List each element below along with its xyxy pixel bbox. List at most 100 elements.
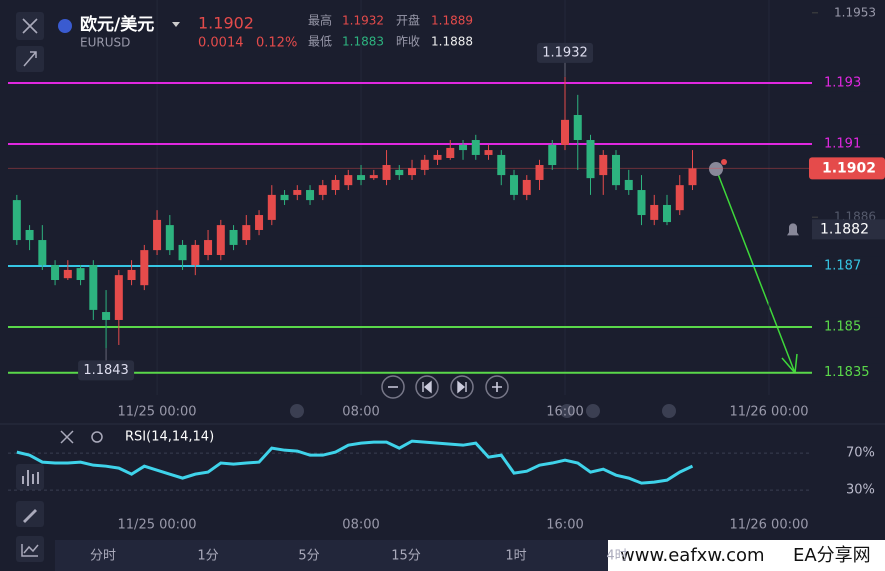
alert-box [812, 219, 885, 240]
draw-icon [23, 509, 37, 523]
candle-body [191, 244, 200, 266]
candle-body [306, 190, 315, 201]
y-tick-label: 30% [846, 483, 875, 498]
stat-label: 开盘 [396, 13, 420, 28]
marker-dot[interactable] [662, 404, 676, 418]
candle-body [127, 269, 136, 281]
indicator-name: RSI(14,14,14) [125, 430, 214, 445]
candle-body [63, 269, 72, 279]
candle-body [650, 204, 659, 220]
instrument-symbol: EURUSD [80, 36, 130, 50]
candle-body [178, 244, 187, 261]
candle-body [484, 150, 493, 155]
candle-body [510, 175, 519, 195]
alert-bell[interactable] [787, 223, 799, 236]
candle-body [280, 194, 289, 201]
rsi-settings-icon[interactable] [91, 431, 103, 443]
candle-body [624, 179, 633, 191]
candle-body [204, 240, 213, 255]
level-label-box [815, 134, 883, 153]
x-tick-label: 08:00 [342, 518, 379, 533]
candle-body [586, 140, 595, 179]
period-tab[interactable]: 4时 [606, 549, 627, 564]
candle-body [140, 250, 149, 286]
instrument-name[interactable]: 欧元/美元 [80, 14, 154, 35]
indicator-button[interactable] [16, 464, 44, 490]
forecast-arrow [717, 173, 798, 374]
annotation-label: 1.1843 [83, 363, 129, 378]
stat-label: 最低 [308, 35, 332, 49]
marker-dot[interactable] [560, 404, 574, 418]
x-tick-label: 11/25 00:00 [118, 518, 197, 533]
stat-label: 昨收 [396, 35, 420, 49]
period-tab[interactable]: 15分 [391, 549, 421, 564]
dropdown-icon[interactable] [172, 22, 180, 27]
stat-label: 最高 [308, 13, 332, 28]
candle-body [369, 175, 378, 179]
period-tab[interactable]: 1分 [197, 549, 218, 564]
zoom-controls [381, 375, 509, 399]
candle-body [12, 200, 21, 241]
close-icon [22, 18, 38, 34]
x-tick-label: 11/25 00:00 [118, 405, 197, 420]
level-label: 1.185 [824, 319, 861, 334]
candle-body [267, 194, 276, 220]
candle-body [76, 268, 85, 281]
rsi-close-icon[interactable] [60, 430, 74, 444]
candle-body [675, 185, 684, 211]
period-tab[interactable]: 1时 [505, 549, 526, 564]
candle-body [255, 215, 264, 230]
current-price: 1.1902 [198, 14, 254, 33]
watermark-box [608, 540, 885, 571]
stat-value: 1.1932 [342, 14, 384, 28]
candle-body [471, 140, 480, 155]
candle-body [446, 147, 455, 158]
period-toolbar [55, 540, 608, 571]
candle-body [573, 114, 582, 141]
level-label: 1.187 [824, 258, 861, 273]
candle-body [420, 159, 429, 170]
level-label-box [815, 256, 883, 275]
level-label: 1.1835 [824, 365, 870, 380]
candle-body [102, 312, 111, 320]
candle-body [216, 225, 225, 255]
y-tick-label: 70% [846, 446, 875, 461]
candle-body [357, 175, 366, 180]
period-tab[interactable]: 5分 [298, 549, 319, 564]
candle-body [382, 165, 391, 180]
price-change-pct: 0.12% [256, 36, 297, 51]
flag-icon [58, 19, 72, 33]
info-dot [721, 159, 727, 165]
stat-value: 1.1888 [431, 35, 473, 49]
stat-value: 1.1889 [431, 14, 473, 28]
candle-body [663, 204, 672, 223]
candle-body [25, 229, 34, 241]
x-tick-label: 11/26 00:00 [729, 518, 808, 533]
candle-body [89, 265, 98, 310]
candle-body [522, 179, 531, 195]
candle-body [229, 229, 238, 245]
candle-body [51, 265, 60, 281]
annotation-label: 1.1932 [542, 45, 588, 60]
watermark-url: www.eafxw.com [620, 545, 765, 566]
level-label: 1.191 [824, 136, 861, 151]
level-label-box [815, 317, 883, 336]
candle-body [114, 275, 123, 320]
candle-body [165, 225, 174, 251]
x-tick-label: 16:00 [546, 518, 583, 533]
marker-dot[interactable] [586, 404, 600, 418]
zoom-icons [388, 382, 502, 392]
period-tab[interactable]: 分时 [90, 549, 116, 564]
candle-body [459, 144, 468, 151]
candle-body [395, 169, 404, 176]
marker-dot[interactable] [290, 404, 304, 418]
last-price-label: 1.1902 [822, 160, 876, 176]
candle-body [561, 119, 570, 145]
candle-body [497, 154, 506, 176]
candle-body [293, 190, 302, 195]
candle-body [153, 219, 162, 251]
stat-value: 1.1883 [342, 35, 384, 49]
info-marker[interactable] [709, 162, 723, 176]
